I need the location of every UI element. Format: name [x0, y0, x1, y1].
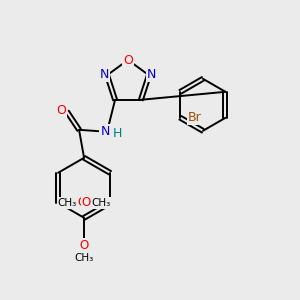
- Text: O: O: [80, 239, 89, 252]
- Text: O: O: [82, 196, 91, 209]
- Text: N: N: [100, 125, 110, 138]
- Text: O: O: [123, 53, 133, 67]
- Text: O: O: [56, 104, 66, 117]
- Text: N: N: [99, 68, 109, 81]
- Text: H: H: [112, 127, 122, 140]
- Text: CH₃: CH₃: [92, 198, 111, 208]
- Text: O: O: [77, 196, 87, 209]
- Text: CH₃: CH₃: [74, 253, 94, 263]
- Text: CH₃: CH₃: [57, 198, 77, 208]
- Text: N: N: [147, 68, 157, 81]
- Text: Br: Br: [188, 111, 201, 124]
